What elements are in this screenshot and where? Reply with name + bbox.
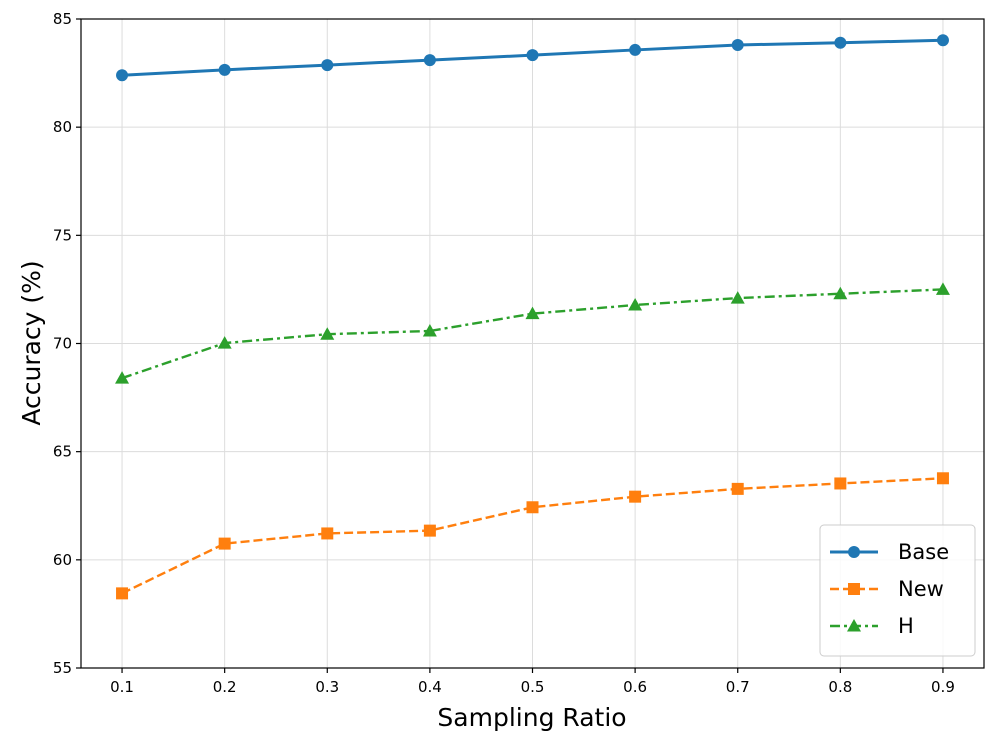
series-new-point	[526, 501, 539, 514]
legend-item-h: H	[830, 614, 914, 638]
series-h-point	[320, 327, 335, 340]
series-h-line	[121, 288, 944, 380]
legend: Base New H	[819, 524, 976, 657]
series-h	[115, 282, 950, 384]
legend-item-new: New	[830, 577, 944, 601]
legend-label-h: H	[898, 614, 914, 638]
x-axis-title: Sampling Ratio	[437, 703, 626, 732]
series-base-point	[116, 69, 129, 82]
series-base-point	[936, 34, 949, 47]
x-tick-label: 0.9	[931, 678, 955, 696]
series-h-point	[730, 291, 745, 304]
series-h-point	[115, 371, 130, 384]
x-tick-label: 0.3	[315, 678, 339, 696]
legend-box	[819, 524, 976, 657]
series-new-point	[423, 524, 436, 537]
series-new-point	[834, 477, 847, 490]
series-base-point	[526, 49, 539, 62]
series-base-point	[731, 38, 744, 51]
series-h-point	[525, 306, 540, 320]
x-tick-label: 0.4	[418, 678, 442, 696]
legend-label-base: Base	[898, 540, 949, 564]
series-base-point	[321, 59, 334, 72]
y-axis-ticks: 55 60 65 70 75 80 85	[53, 10, 81, 677]
legend-marker-base	[848, 546, 860, 558]
y-tick-label: 75	[53, 226, 72, 244]
x-tick-label: 0.5	[521, 678, 545, 696]
y-tick-label: 85	[53, 10, 72, 28]
series-new-point	[218, 537, 231, 550]
series-h-point	[833, 286, 848, 300]
y-tick-label: 60	[53, 551, 72, 569]
y-tick-label: 55	[53, 659, 72, 677]
legend-marker-h	[847, 619, 861, 632]
x-axis-ticks: 0.1 0.2 0.3 0.4 0.5 0.6 0.7 0.8 0.9	[110, 668, 955, 696]
series-base	[116, 34, 949, 82]
series-new-point	[116, 587, 129, 600]
x-tick-label: 0.7	[726, 678, 750, 696]
y-tick-label: 70	[53, 335, 72, 353]
series-h-point	[935, 282, 950, 295]
series-new-point	[936, 472, 949, 485]
series-base-point	[834, 36, 847, 49]
x-tick-label: 0.1	[110, 678, 134, 696]
x-tick-label: 0.6	[623, 678, 647, 696]
legend-item-base: Base	[830, 540, 949, 564]
y-tick-label: 80	[53, 118, 72, 136]
series-h-point	[217, 336, 232, 349]
legend-label-new: New	[898, 577, 944, 601]
series-group	[115, 34, 950, 600]
series-h-point	[422, 323, 437, 337]
series-base-point	[218, 63, 231, 76]
series-base-point	[629, 43, 642, 56]
x-tick-label: 0.8	[828, 678, 852, 696]
y-tick-label: 65	[53, 443, 72, 461]
series-base-point	[423, 54, 436, 67]
series-h-point	[628, 297, 643, 311]
series-new-point	[731, 482, 744, 495]
series-new	[116, 472, 949, 600]
x-tick-label: 0.2	[213, 678, 237, 696]
y-axis-title: Accuracy (%)	[17, 260, 46, 425]
legend-marker-new	[848, 583, 860, 595]
series-new-point	[321, 527, 334, 540]
series-new-line	[121, 477, 944, 595]
series-new-point	[629, 490, 642, 503]
